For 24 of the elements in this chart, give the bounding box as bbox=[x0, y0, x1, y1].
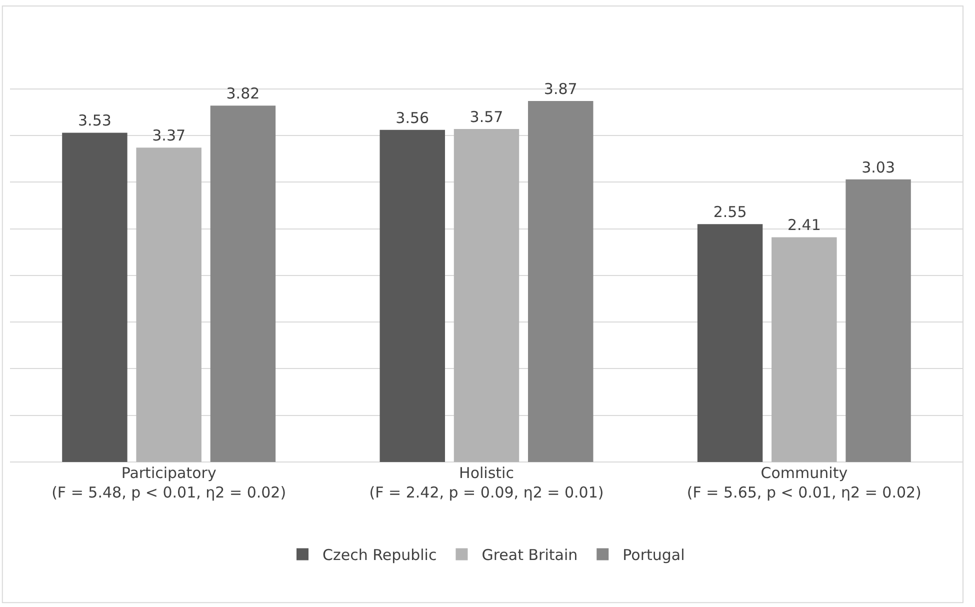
bar bbox=[454, 128, 520, 462]
legend-label: Portugal bbox=[622, 546, 685, 564]
bar bbox=[697, 224, 763, 462]
x-tick-label: Community (F = 5.65, p < 0.01, η2 = 0.02) bbox=[686, 464, 922, 502]
bar bbox=[528, 101, 594, 462]
x-tick-label: Participatory (F = 5.48, p < 0.01, η2 = 0.02) bbox=[52, 464, 286, 502]
bar bbox=[210, 106, 276, 462]
bar bbox=[62, 132, 128, 462]
data-label: 3.37 bbox=[152, 126, 186, 145]
x-tick-label: Holistic (F = 2.42, p = 0.09, η2 = 0.01) bbox=[369, 464, 604, 502]
bar bbox=[380, 130, 445, 462]
legend-label: Czech Republic bbox=[322, 546, 437, 564]
data-label: 3.57 bbox=[470, 108, 504, 126]
data-label: 3.03 bbox=[862, 158, 895, 176]
bar bbox=[846, 179, 911, 462]
data-label: 3.82 bbox=[226, 84, 260, 103]
bar bbox=[772, 237, 837, 462]
bar bbox=[136, 148, 202, 462]
data-label: 2.55 bbox=[713, 203, 747, 222]
data-label: 2.41 bbox=[787, 216, 821, 234]
data-label: 3.53 bbox=[78, 112, 112, 130]
data-label: 3.87 bbox=[544, 80, 578, 98]
data-label: 3.56 bbox=[396, 108, 430, 127]
legend-label: Great Britain bbox=[482, 546, 578, 564]
